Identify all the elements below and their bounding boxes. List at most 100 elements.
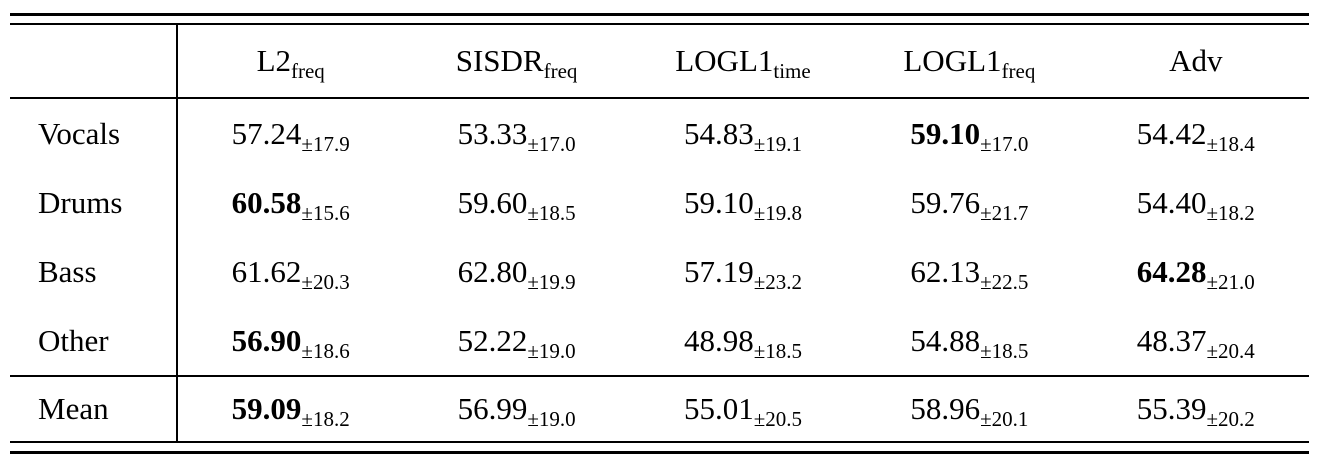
cell-std: ±19.1: [753, 131, 802, 156]
cell-value: 62.13: [910, 253, 981, 289]
cell-value: 59.10: [910, 115, 981, 151]
table-top-rule: [10, 13, 1309, 16]
cell-value: 59.09: [231, 391, 302, 426]
table-cell: 60.58±15.6: [177, 168, 403, 237]
table-cell: 59.10±17.0: [856, 98, 1082, 168]
cell-value: 54.40: [1136, 184, 1207, 220]
cell-value: 56.99: [457, 391, 528, 426]
cell-std: ±22.5: [980, 269, 1029, 294]
cell-std: ±18.5: [527, 200, 576, 225]
column-header-logl1-freq: LOGL1freq: [856, 24, 1083, 99]
cell-std: ±18.6: [301, 338, 350, 363]
cell-value: 57.19: [683, 253, 754, 289]
cell-std: ±19.0: [527, 407, 576, 431]
column-label: LOGL1: [675, 43, 774, 78]
column-header-logl1-time: LOGL1time: [629, 24, 857, 99]
cell-std: ±21.7: [980, 200, 1029, 225]
table-cell: 56.90±18.6: [177, 306, 403, 376]
column-subscript: freq: [543, 59, 578, 83]
column-label: Adv: [1169, 43, 1223, 78]
table-cell: 55.39±20.2: [1082, 375, 1309, 442]
table-cell: 59.60±18.5: [403, 168, 629, 237]
column-subscript: time: [773, 59, 811, 83]
cell-std: ±19.0: [527, 338, 576, 363]
table-cell: 61.62±20.3: [177, 237, 403, 306]
table-cell: 57.19±23.2: [630, 237, 856, 306]
cell-std: ±20.4: [1206, 338, 1255, 363]
table-cell: 59.09±18.2: [177, 375, 404, 442]
table-row-vocals: Vocals 57.24±17.9 53.33±17.0 54.83±19.1 …: [10, 98, 1309, 168]
cell-value: 53.33: [457, 115, 528, 151]
table-cell: 59.76±21.7: [856, 168, 1082, 237]
table-cell: 54.88±18.5: [856, 306, 1082, 376]
column-subscript: freq: [1001, 59, 1036, 83]
table-cell: 54.40±18.2: [1083, 168, 1309, 237]
cell-std: ±19.8: [753, 200, 802, 225]
cell-value: 55.39: [1136, 391, 1207, 426]
row-label: Mean: [10, 375, 178, 442]
table-cell: 55.01±20.5: [629, 375, 857, 442]
cell-value: 57.24: [231, 115, 302, 151]
table-cell: 59.10±19.8: [630, 168, 856, 237]
table-cell: 58.96±20.1: [856, 375, 1083, 442]
results-table-grid: L2freq SISDRfreq LOGL1time LOGL1freq Adv…: [10, 23, 1309, 443]
row-label: Vocals: [10, 98, 178, 168]
cell-std: ±18.5: [753, 338, 802, 363]
column-header-adv: Adv: [1082, 24, 1309, 99]
cell-std: ±20.5: [753, 407, 802, 431]
cell-value: 48.98: [683, 322, 754, 358]
table-cell: 48.98±18.5: [630, 306, 856, 376]
table-row-drums: Drums 60.58±15.6 59.60±18.5 59.10±19.8 5…: [10, 168, 1309, 237]
row-label: Drums: [10, 168, 178, 237]
column-label: SISDR: [455, 43, 544, 78]
cell-std: ±23.2: [753, 269, 802, 294]
cell-value: 58.96: [910, 391, 981, 426]
cell-std: ±15.6: [301, 200, 350, 225]
cell-value: 54.83: [683, 115, 754, 151]
table-bottom-rule: [10, 451, 1309, 454]
cell-value: 59.60: [457, 184, 528, 220]
column-label: L2: [256, 43, 291, 78]
table-cell: 62.80±19.9: [403, 237, 629, 306]
cell-std: ±21.0: [1206, 269, 1255, 294]
cell-std: ±17.0: [527, 131, 576, 156]
cell-value: 59.10: [683, 184, 754, 220]
cell-std: ±18.5: [980, 338, 1029, 363]
column-label: LOGL1: [903, 43, 1002, 78]
cell-value: 61.62: [231, 253, 302, 289]
cell-std: ±20.1: [980, 407, 1029, 431]
cell-std: ±18.4: [1206, 131, 1255, 156]
column-header-l2-freq: L2freq: [177, 24, 404, 99]
cell-value: 59.76: [910, 184, 981, 220]
cell-std: ±17.9: [301, 131, 350, 156]
cell-value: 55.01: [683, 391, 754, 426]
cell-std: ±19.9: [527, 269, 576, 294]
cell-value: 60.58: [231, 184, 302, 220]
cell-value: 62.80: [457, 253, 528, 289]
table-row-other: Other 56.90±18.6 52.22±19.0 48.98±18.5 5…: [10, 306, 1309, 376]
table-cell: 57.24±17.9: [177, 98, 403, 168]
table-cell: 52.22±19.0: [403, 306, 629, 376]
cell-value: 48.37: [1136, 322, 1207, 358]
table-cell: 62.13±22.5: [856, 237, 1082, 306]
cell-value: 52.22: [457, 322, 528, 358]
table-cell: 53.33±17.0: [403, 98, 629, 168]
row-label: Other: [10, 306, 178, 376]
cell-std: ±20.2: [1206, 407, 1255, 431]
cell-value: 64.28: [1136, 253, 1207, 289]
corner-cell: [10, 24, 178, 99]
row-label: Bass: [10, 237, 178, 306]
cell-std: ±18.2: [1206, 200, 1255, 225]
column-subscript: freq: [291, 59, 325, 83]
table-row-mean: Mean 59.09±18.2 56.99±19.0 55.01±20.5 58…: [10, 375, 1309, 442]
cell-value: 54.88: [910, 322, 981, 358]
cell-std: ±17.0: [980, 131, 1029, 156]
table-cell: 54.83±19.1: [630, 98, 856, 168]
table-cell: 64.28±21.0: [1083, 237, 1309, 306]
column-header-sisdr-freq: SISDRfreq: [403, 24, 630, 99]
cell-std: ±20.3: [301, 269, 350, 294]
table-cell: 56.99±19.0: [403, 375, 630, 442]
table-cell: 48.37±20.4: [1083, 306, 1309, 376]
